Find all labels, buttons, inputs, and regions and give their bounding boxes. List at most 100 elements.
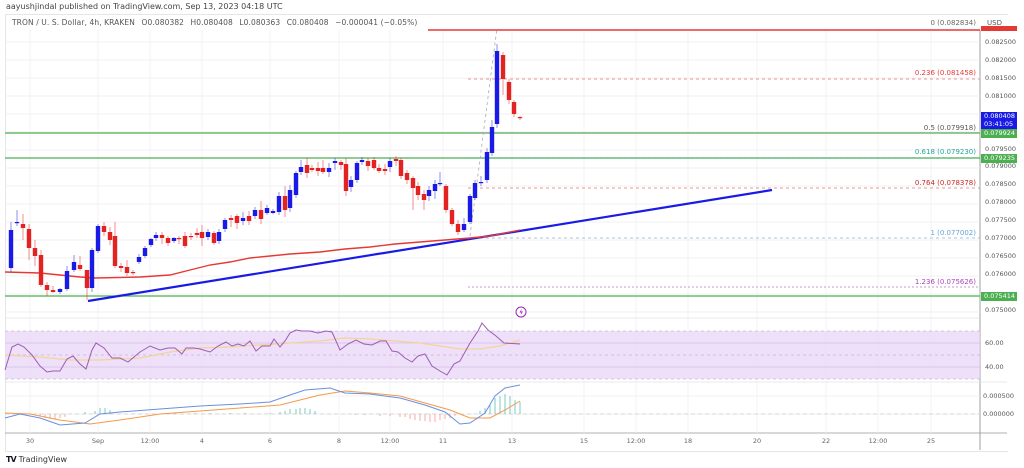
trend-line[interactable] [87, 188, 773, 303]
fibonacci-retracement[interactable] [428, 27, 980, 288]
candle[interactable] [64, 271, 70, 289]
candle[interactable] [326, 168, 332, 172]
candle[interactable] [8, 230, 14, 268]
candle[interactable] [50, 290, 56, 292]
horizontal-levels[interactable] [5, 132, 980, 297]
candle[interactable] [176, 238, 182, 240]
candle[interactable] [415, 186, 421, 195]
price-axis[interactable]: 0.082500 0.082000 0.081500 0.081000 0.07… [983, 38, 1016, 418]
lightning-event-icon[interactable] [515, 306, 527, 318]
candle[interactable] [107, 232, 113, 240]
candle[interactable] [77, 265, 83, 269]
candlesticks[interactable] [8, 44, 523, 300]
candle[interactable] [182, 236, 188, 246]
candle[interactable] [165, 238, 171, 243]
candle[interactable] [252, 210, 258, 216]
candle[interactable] [14, 222, 20, 224]
candle[interactable] [343, 164, 349, 191]
candle[interactable] [332, 161, 338, 163]
candle[interactable] [130, 272, 136, 274]
candle[interactable] [153, 235, 159, 238]
candle[interactable] [228, 218, 234, 220]
candle[interactable] [320, 168, 326, 172]
candle[interactable] [359, 160, 365, 162]
candle[interactable] [437, 183, 443, 185]
candle[interactable] [89, 250, 95, 288]
candle[interactable] [365, 161, 371, 166]
candle[interactable] [282, 196, 288, 210]
candle[interactable] [32, 248, 38, 256]
candle[interactable] [354, 163, 360, 180]
candle[interactable] [264, 208, 270, 213]
candle[interactable] [222, 220, 228, 229]
candle[interactable] [298, 167, 304, 172]
candle[interactable] [500, 55, 506, 79]
symbol-title[interactable]: TRON / U. S. Dollar, 4h, KRAKEN [12, 18, 135, 27]
candle[interactable] [348, 180, 354, 187]
candle[interactable] [432, 184, 438, 191]
currency-label[interactable]: USD [987, 19, 1002, 27]
candle[interactable] [304, 165, 310, 173]
candle[interactable] [293, 173, 299, 195]
candle[interactable] [211, 233, 217, 243]
candle[interactable] [171, 238, 177, 241]
candle[interactable] [71, 262, 77, 270]
candle[interactable] [188, 236, 194, 238]
candle[interactable] [398, 160, 404, 176]
candle[interactable] [84, 270, 90, 288]
candle[interactable] [26, 229, 32, 248]
candle[interactable] [517, 117, 523, 119]
candle[interactable] [118, 266, 124, 268]
candle[interactable] [194, 233, 200, 235]
candle[interactable] [38, 255, 44, 285]
candle[interactable] [234, 216, 240, 223]
candle[interactable] [472, 183, 478, 198]
candle[interactable] [421, 194, 427, 200]
candle[interactable] [276, 196, 282, 212]
candle[interactable] [338, 162, 344, 165]
candle[interactable] [159, 235, 165, 238]
candle[interactable] [467, 196, 473, 222]
candle[interactable] [246, 216, 252, 221]
candle[interactable] [455, 224, 461, 232]
candle[interactable] [426, 190, 432, 196]
candle[interactable] [136, 257, 142, 262]
candle[interactable] [371, 160, 377, 168]
candle[interactable] [44, 285, 50, 290]
candle[interactable] [287, 190, 293, 208]
candle[interactable] [205, 232, 211, 237]
candle[interactable] [240, 218, 246, 221]
candle[interactable] [142, 248, 148, 256]
candle[interactable] [382, 169, 388, 171]
candle[interactable] [124, 267, 130, 273]
candle[interactable] [216, 232, 222, 241]
candle[interactable] [258, 210, 264, 219]
tradingview-logo[interactable]: TV TradingView [6, 455, 67, 464]
candle[interactable] [101, 226, 107, 232]
candle[interactable] [449, 210, 455, 224]
time-axis[interactable]: 30 Sep 12:00 4 6 8 12:00 11 13 15 12:00 … [26, 437, 935, 445]
candle[interactable] [404, 173, 410, 180]
candle[interactable] [112, 236, 118, 266]
candle[interactable] [494, 51, 500, 124]
candle[interactable] [148, 239, 154, 245]
candle[interactable] [199, 232, 205, 238]
candle[interactable] [489, 127, 495, 153]
candle[interactable] [309, 168, 315, 170]
candle[interactable] [506, 82, 512, 100]
candle[interactable] [20, 224, 26, 228]
candle[interactable] [393, 159, 399, 161]
candle[interactable] [478, 182, 484, 184]
candle[interactable] [57, 289, 63, 292]
candle[interactable] [484, 152, 490, 180]
candle[interactable] [270, 211, 276, 213]
candle[interactable] [443, 186, 449, 210]
candle[interactable] [387, 161, 393, 167]
candle[interactable] [461, 224, 467, 230]
candle[interactable] [376, 168, 382, 171]
candle[interactable] [410, 178, 416, 188]
candle[interactable] [511, 102, 517, 114]
candle[interactable] [95, 226, 101, 251]
candle[interactable] [315, 168, 321, 171]
